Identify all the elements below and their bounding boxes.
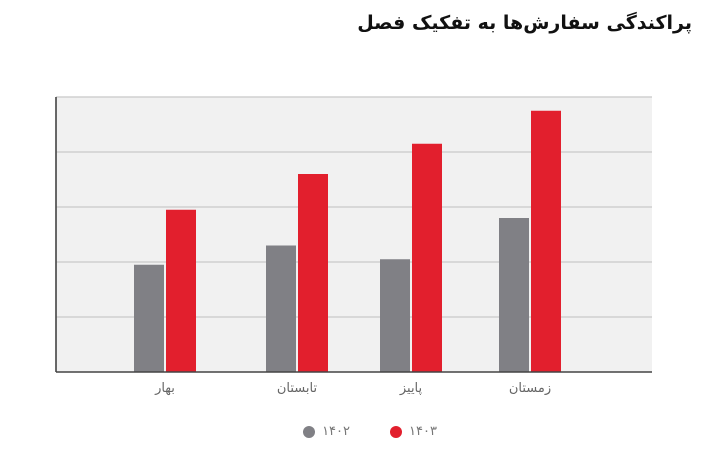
category-label: تابستان [277, 381, 318, 396]
axes [55, 97, 652, 373]
bar [298, 174, 328, 372]
legend-label: ۱۴۰۲ [322, 424, 350, 439]
category-labels: بهار تابستان پاییز زمستان [154, 381, 551, 396]
chart-title: پراکندگی سفارش‌ها به تفکیک فصل [357, 12, 692, 34]
legend-item-series-1[interactable]: ۱۴۰۲ [303, 424, 350, 439]
bar [134, 264, 164, 372]
category-label: پاییز [399, 381, 423, 396]
legend-swatch [303, 425, 316, 438]
bar [266, 245, 296, 372]
bar [412, 143, 442, 372]
bar [531, 110, 561, 372]
bar [166, 209, 196, 372]
legend-item-series-2[interactable]: ۱۴۰۳ [390, 424, 437, 439]
category-label: بهار [154, 381, 175, 396]
bars [134, 110, 561, 372]
legend: ۱۴۰۲ ۱۴۰۳ [0, 424, 720, 439]
category-label: زمستان [509, 381, 551, 396]
bar [499, 218, 529, 372]
legend-label: ۱۴۰۳ [409, 424, 437, 439]
legend-swatch [390, 425, 402, 438]
bar [380, 259, 410, 372]
